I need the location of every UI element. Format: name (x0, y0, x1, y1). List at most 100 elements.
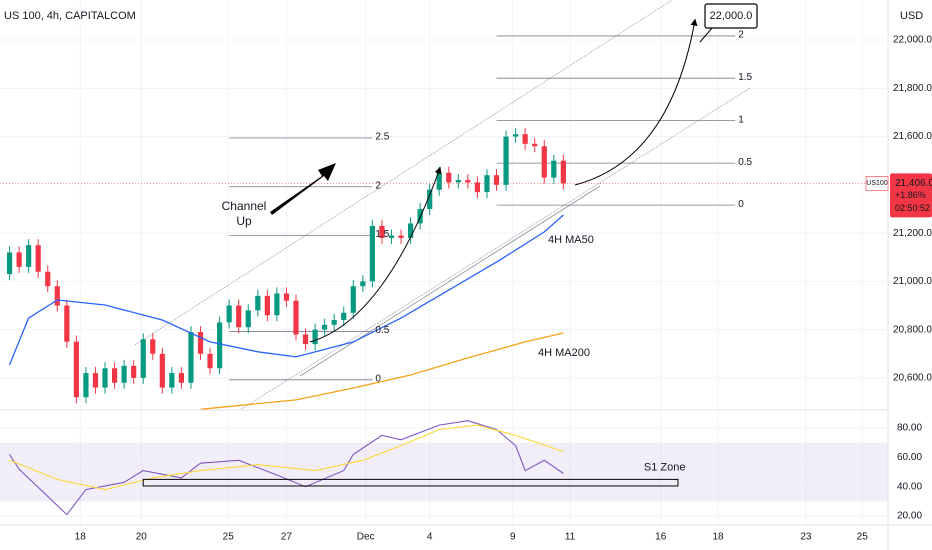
candle-body (26, 245, 32, 267)
currency: USD (900, 10, 923, 22)
y-tick-label: 21,600.0 (893, 131, 932, 142)
support-zone (142, 478, 679, 487)
candle-body (217, 322, 223, 369)
candle-body (16, 252, 22, 267)
candle-body (398, 235, 404, 238)
candle-body (322, 324, 328, 330)
rsi-tick-label: 20.00 (897, 511, 922, 522)
candle-body (331, 319, 337, 325)
target-box (704, 3, 758, 29)
price-tag (890, 173, 932, 218)
ma-label: 4H MA200 (538, 347, 590, 359)
y-tick-label: 22,000.0 (893, 35, 932, 46)
candle-body (350, 286, 356, 313)
candle-body (64, 305, 70, 342)
candle-body (111, 368, 118, 383)
symbol-label: US100 (866, 180, 888, 187)
annotation: Up (236, 214, 252, 228)
fib-label: 2 (375, 180, 381, 191)
candle-body (503, 136, 509, 185)
x-tick-label: 25 (223, 532, 235, 543)
change-label: +1.86% (895, 190, 926, 200)
candle-body (436, 172, 442, 190)
candle-body (474, 182, 481, 193)
candle-body (245, 310, 251, 328)
fib-label: 0 (738, 199, 744, 210)
target-label: 22,000.0 (710, 10, 753, 22)
candle-body (6, 252, 13, 275)
channel-lower-inner (299, 185, 601, 377)
candle-body (493, 175, 500, 185)
candle-body (446, 172, 452, 183)
fib-label: 0.5 (738, 157, 752, 168)
candle-body (312, 329, 318, 345)
candle-body (283, 293, 290, 301)
candle-body (427, 189, 433, 209)
moving-average (8, 214, 564, 366)
candle-body (264, 295, 270, 316)
x-tick-label: 27 (281, 532, 293, 543)
candle-body (407, 223, 414, 238)
candle-body (369, 225, 375, 282)
target-pointer (699, 27, 713, 43)
candle-body (388, 235, 395, 238)
chart-title: US 100, 4h, CAPITALCOM (4, 10, 136, 22)
rsi-line (9, 420, 564, 516)
candle-body (197, 332, 204, 354)
fib-label: 2.5 (375, 132, 389, 143)
candle-body (522, 134, 528, 144)
countdown-label: 02:50:52 (895, 203, 930, 213)
fib-label: 1.5 (738, 72, 752, 83)
grid (0, 0, 888, 525)
fib-label: 2 (738, 30, 744, 41)
y-tick-label: 21,800.0 (893, 83, 932, 94)
candle-body (465, 180, 471, 183)
candle-body (207, 353, 213, 369)
y-tick-label: 20,600.0 (893, 373, 932, 384)
fib-label: 1 (738, 114, 744, 125)
candle-body (121, 365, 127, 383)
candle-body (140, 339, 146, 378)
projection-arrow (309, 166, 442, 343)
candle-body (560, 160, 566, 184)
candle-body (302, 334, 309, 345)
candle-body (513, 134, 519, 137)
candle-body (455, 180, 461, 183)
ma-label: 4H MA50 (548, 234, 594, 246)
candle-body (54, 286, 60, 306)
symbol-tag (865, 176, 889, 191)
candle-body (541, 146, 547, 178)
x-tick-label: 23 (800, 532, 812, 543)
plot (6, 35, 736, 516)
annotation: Channel (222, 199, 267, 213)
candle-body (102, 368, 108, 388)
rsi-tick-label: 80.00 (897, 423, 922, 434)
candle-body (188, 332, 194, 383)
rsi-band (0, 442, 888, 502)
channel-lower (239, 87, 751, 411)
x-tick-label: 9 (510, 532, 516, 543)
rsi-tick-label: 60.00 (897, 452, 922, 463)
x-tick-label: 11 (565, 532, 576, 543)
rsi-line (9, 424, 564, 491)
candle-body (83, 373, 89, 398)
x-tick-label: 18 (712, 532, 724, 543)
candle-body (255, 295, 261, 311)
candle-body (73, 341, 79, 398)
candle-body (169, 373, 175, 388)
x-tick-label: 4 (427, 532, 433, 543)
x-tick-label: 16 (655, 532, 667, 543)
candle-body (35, 245, 41, 272)
candle-body (532, 143, 538, 147)
moving-average (200, 332, 564, 410)
candle-body (236, 305, 242, 328)
candle-body (178, 373, 185, 383)
candle-body (226, 305, 232, 323)
x-tick-label: Dec (357, 532, 375, 543)
candle-body (293, 300, 299, 335)
x-tick-label: 20 (136, 532, 148, 543)
candle-body (341, 312, 347, 320)
candle-body (360, 281, 366, 287)
